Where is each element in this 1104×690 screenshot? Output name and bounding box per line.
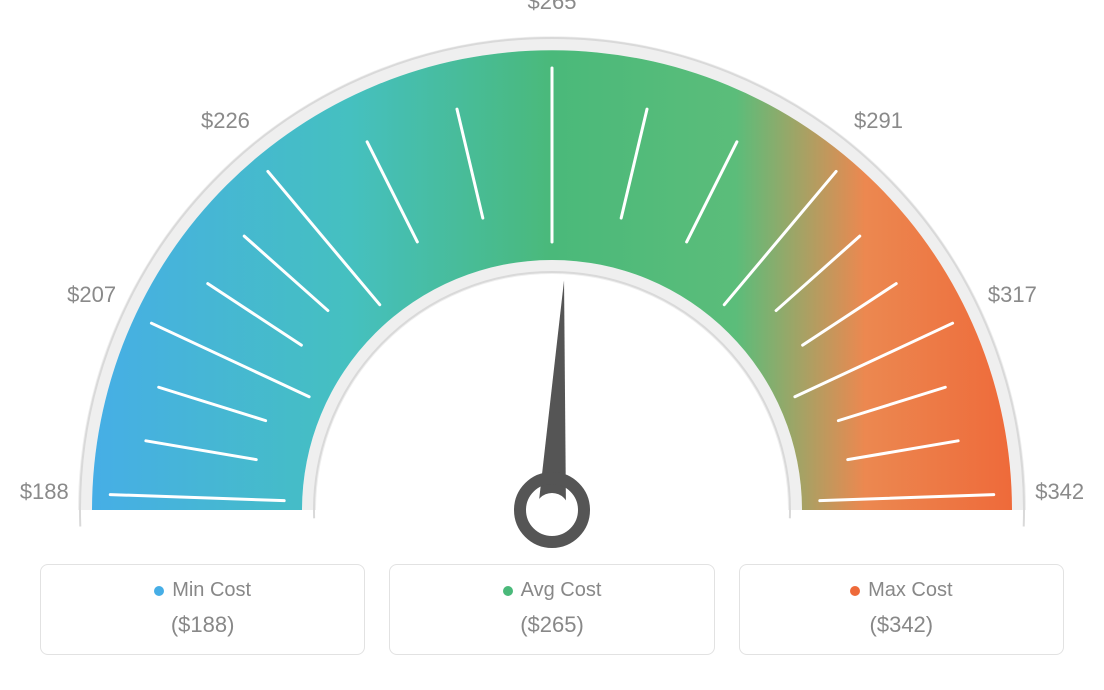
dot-icon-max (850, 586, 860, 596)
legend-max-label-text: Max Cost (868, 579, 952, 601)
legend-avg-value: ($265) (390, 612, 713, 638)
gauge-tick-label: $342 (1035, 479, 1084, 505)
gauge-tick-label: $265 (528, 0, 577, 15)
legend-max: Max Cost ($342) (739, 564, 1064, 655)
legend-min-value: ($188) (41, 612, 364, 638)
dot-icon-min (154, 586, 164, 596)
gauge-svg (0, 0, 1104, 560)
gauge-tick-label: $226 (201, 108, 250, 134)
legend-max-label: Max Cost (740, 579, 1063, 602)
legend-min-label-text: Min Cost (172, 579, 251, 601)
gauge-tick-label: $188 (20, 479, 69, 505)
dot-icon-avg (503, 586, 513, 596)
legend-min-label: Min Cost (41, 579, 364, 602)
legend-avg-label: Avg Cost (390, 579, 713, 602)
gauge-tick-label: $317 (988, 282, 1037, 308)
gauge-chart: $188 $207 $226 $265 $291 $317 $342 (0, 0, 1104, 560)
gauge-tick-label: $207 (67, 282, 116, 308)
legend-row: Min Cost ($188) Avg Cost ($265) Max Cost… (0, 564, 1104, 655)
legend-avg: Avg Cost ($265) (389, 564, 714, 655)
gauge-tick-label: $291 (854, 108, 903, 134)
legend-avg-label-text: Avg Cost (521, 579, 602, 601)
legend-min: Min Cost ($188) (40, 564, 365, 655)
legend-max-value: ($342) (740, 612, 1063, 638)
